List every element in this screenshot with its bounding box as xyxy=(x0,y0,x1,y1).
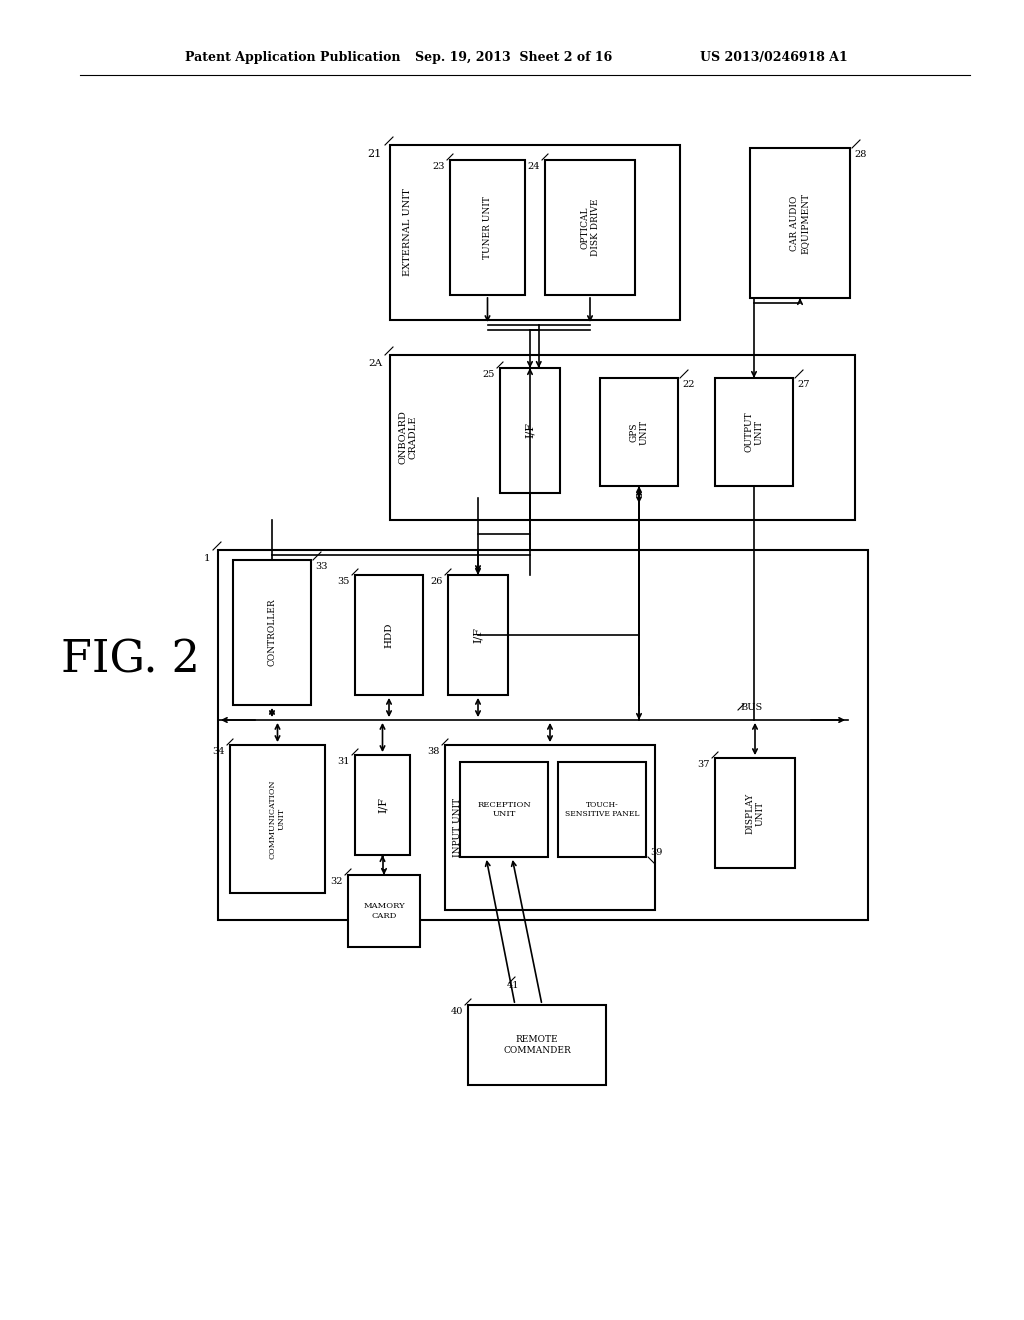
Text: 40: 40 xyxy=(451,1007,463,1016)
Bar xyxy=(450,160,525,294)
Text: 33: 33 xyxy=(315,562,328,572)
Bar xyxy=(449,576,508,696)
Bar xyxy=(233,560,311,705)
Text: 22: 22 xyxy=(682,380,694,389)
Text: BUS: BUS xyxy=(740,704,762,713)
Text: I/F: I/F xyxy=(525,422,535,438)
Text: FIG. 2: FIG. 2 xyxy=(60,639,200,681)
Bar xyxy=(355,755,410,855)
Bar xyxy=(558,762,646,857)
Text: INPUT UNIT: INPUT UNIT xyxy=(453,797,462,857)
Text: 41: 41 xyxy=(507,981,519,990)
Text: DISPLAY
UNIT: DISPLAY UNIT xyxy=(745,792,765,834)
Bar xyxy=(545,160,635,294)
Text: CONTROLLER: CONTROLLER xyxy=(267,599,276,667)
Bar xyxy=(390,145,680,319)
Text: 37: 37 xyxy=(697,760,710,770)
Text: US 2013/0246918 A1: US 2013/0246918 A1 xyxy=(700,50,848,63)
Text: HDD: HDD xyxy=(384,622,393,648)
Text: 25: 25 xyxy=(482,370,495,379)
Text: TOUCH-
SENSITIVE PANEL: TOUCH- SENSITIVE PANEL xyxy=(565,801,639,818)
Text: ONBOARD
CRADLE: ONBOARD CRADLE xyxy=(398,411,418,465)
Text: GPS
UNIT: GPS UNIT xyxy=(630,420,648,445)
Bar xyxy=(390,355,855,520)
Bar xyxy=(460,762,548,857)
Text: 1: 1 xyxy=(204,554,210,564)
Bar xyxy=(230,744,325,894)
Text: CAR AUDIO
EQUIPMENT: CAR AUDIO EQUIPMENT xyxy=(791,193,810,253)
Text: 28: 28 xyxy=(854,150,866,158)
Text: RECEPTION
UNIT: RECEPTION UNIT xyxy=(477,801,530,818)
Bar xyxy=(715,758,795,869)
Text: EXTERNAL UNIT: EXTERNAL UNIT xyxy=(403,189,413,276)
Bar xyxy=(348,875,420,946)
Bar xyxy=(355,576,423,696)
Text: I/F: I/F xyxy=(473,627,483,643)
Bar xyxy=(445,744,655,909)
Text: 24: 24 xyxy=(527,162,540,172)
Bar xyxy=(218,550,868,920)
Text: TUNER UNIT: TUNER UNIT xyxy=(483,197,492,259)
Bar xyxy=(750,148,850,298)
Text: 34: 34 xyxy=(213,747,225,756)
Bar xyxy=(600,378,678,486)
Text: REMOTE
COMMANDER: REMOTE COMMANDER xyxy=(503,1035,570,1055)
Text: 38: 38 xyxy=(428,747,440,756)
Text: 21: 21 xyxy=(368,149,382,158)
Text: MAMORY
CARD: MAMORY CARD xyxy=(364,903,404,920)
Bar xyxy=(715,378,793,486)
Bar xyxy=(468,1005,606,1085)
Text: 35: 35 xyxy=(338,577,350,586)
Text: 31: 31 xyxy=(338,756,350,766)
Text: 39: 39 xyxy=(650,847,663,857)
Text: OUTPUT
UNIT: OUTPUT UNIT xyxy=(744,412,764,453)
Text: COMMUNICATION
UNIT: COMMUNICATION UNIT xyxy=(269,779,286,859)
Text: 32: 32 xyxy=(331,876,343,886)
Text: 23: 23 xyxy=(432,162,445,172)
Text: I/F: I/F xyxy=(378,797,387,813)
Text: Sep. 19, 2013  Sheet 2 of 16: Sep. 19, 2013 Sheet 2 of 16 xyxy=(415,50,612,63)
Text: 26: 26 xyxy=(431,577,443,586)
Text: 2A: 2A xyxy=(368,359,382,368)
Bar xyxy=(500,368,560,492)
Text: OPTICAL
DISK DRIVE: OPTICAL DISK DRIVE xyxy=(581,199,600,256)
Text: 27: 27 xyxy=(797,380,810,389)
Text: Patent Application Publication: Patent Application Publication xyxy=(185,50,400,63)
